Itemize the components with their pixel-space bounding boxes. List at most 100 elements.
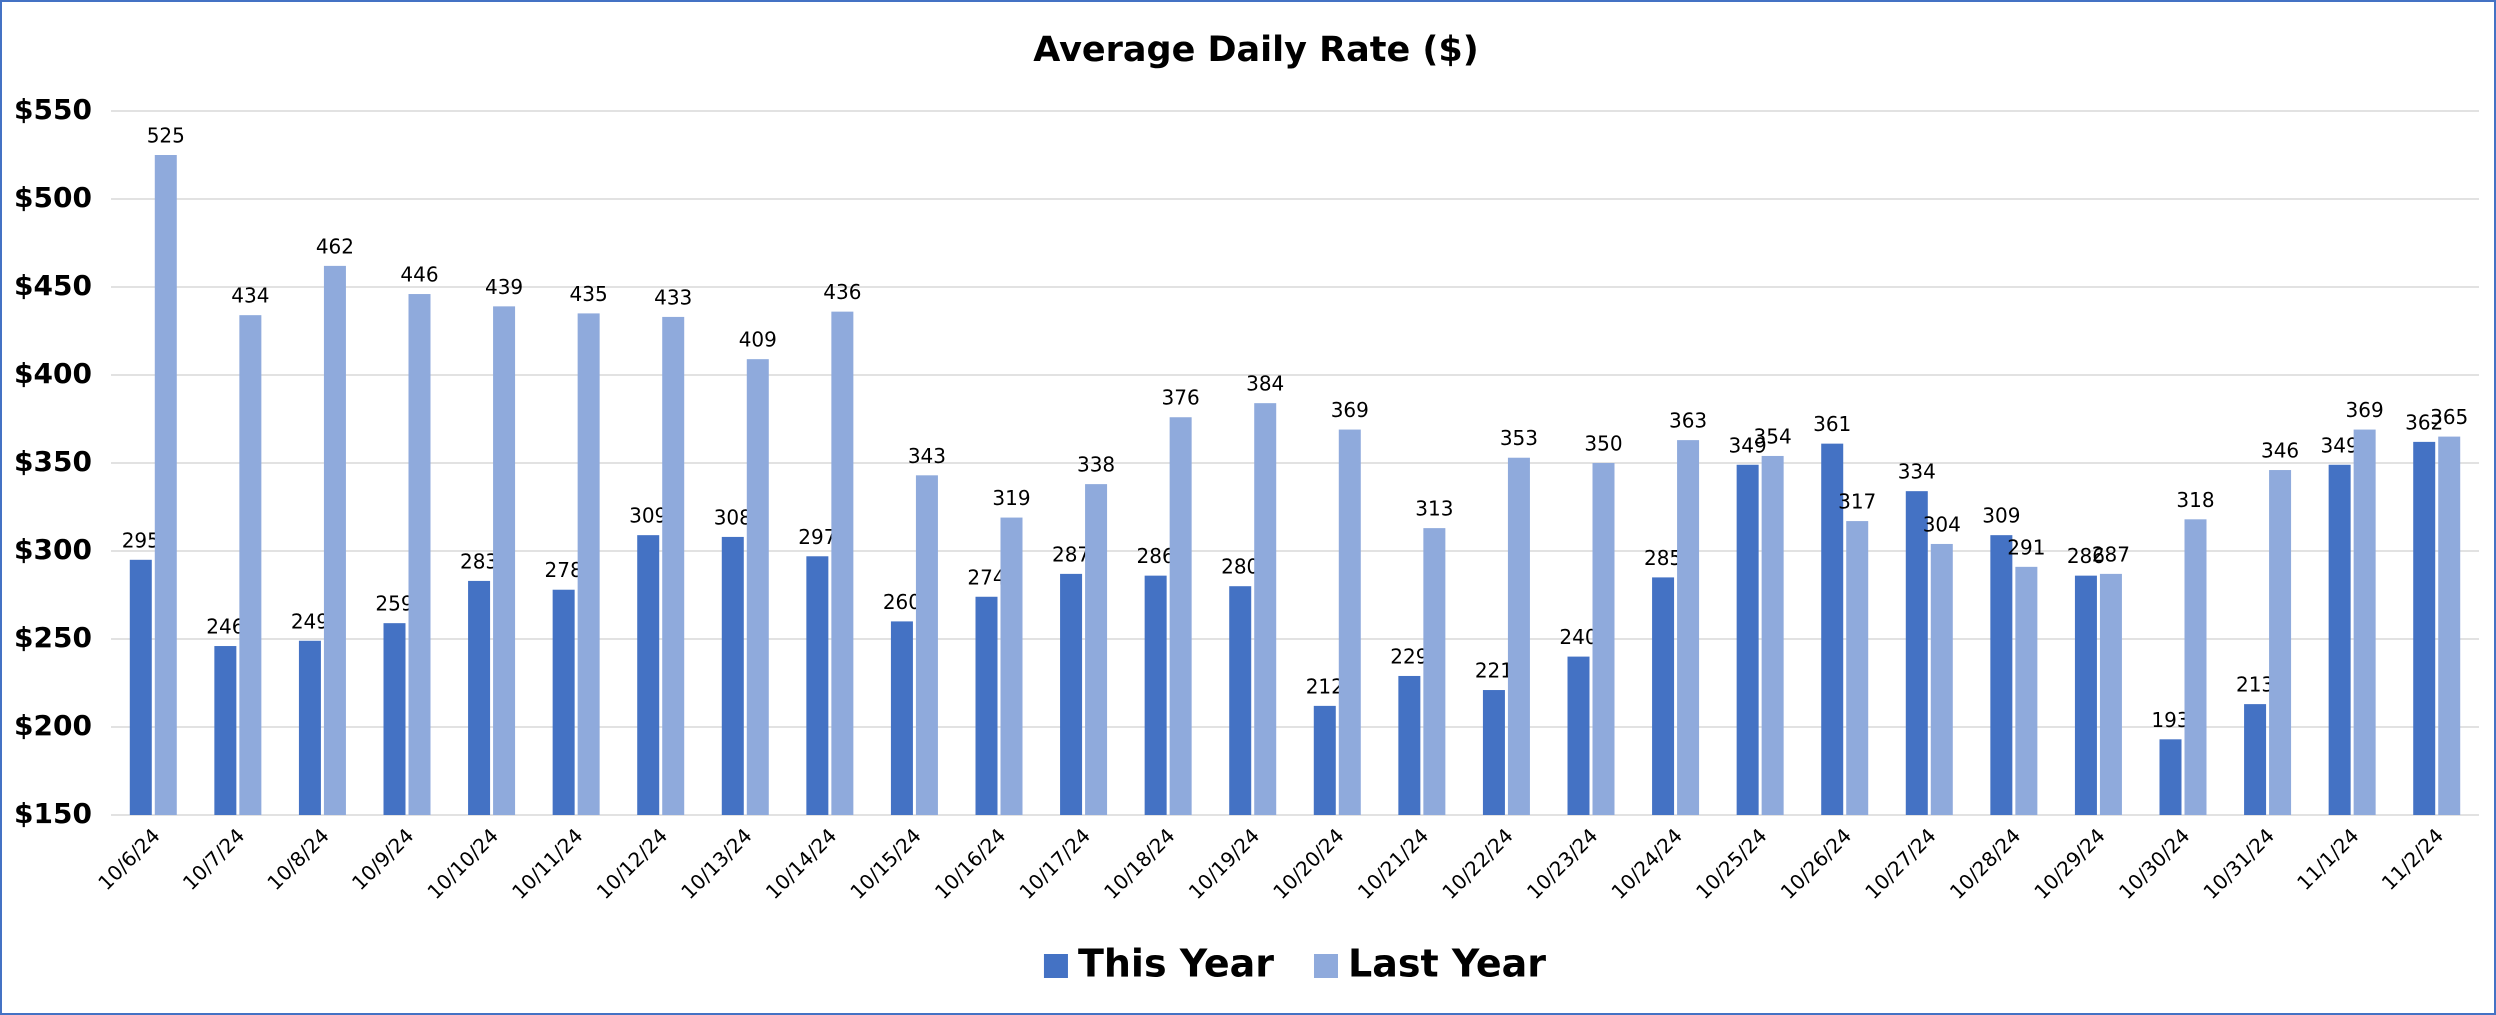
data-label: 317	[1838, 490, 1876, 514]
data-label: 260	[883, 590, 921, 614]
y-tick-label: $550	[14, 93, 92, 126]
data-label: 280	[1221, 555, 1259, 579]
data-label: 283	[460, 549, 498, 573]
y-tick-label: $350	[14, 445, 92, 478]
bar	[1085, 484, 1108, 815]
bar	[2353, 429, 2376, 815]
chart-title: Average Daily Rate ($)	[1033, 30, 1478, 70]
bar	[1846, 521, 1869, 815]
bar	[129, 559, 152, 815]
bar	[214, 646, 237, 815]
data-label: 287	[2092, 542, 2130, 566]
data-label: 363	[1669, 409, 1707, 433]
bar	[806, 556, 829, 815]
data-label: 309	[1982, 504, 2020, 528]
data-label: 318	[2176, 488, 2214, 512]
bar	[239, 315, 262, 815]
bar	[298, 640, 321, 815]
legend-swatch	[1043, 954, 1068, 978]
data-label: 240	[1559, 625, 1597, 649]
bar	[1398, 675, 1421, 815]
bar	[1507, 457, 1530, 815]
data-label: 297	[798, 525, 836, 549]
data-label: 246	[206, 615, 244, 639]
bar	[2159, 739, 2182, 815]
data-label: 304	[1923, 512, 1961, 536]
y-tick-label: $250	[14, 621, 92, 654]
data-label: 462	[316, 234, 354, 258]
bar	[2413, 441, 2436, 815]
bar	[721, 536, 744, 815]
data-label: 334	[1898, 460, 1936, 484]
data-label: 369	[1331, 398, 1369, 422]
bar	[323, 265, 346, 815]
bar	[1423, 528, 1446, 815]
bar	[1254, 403, 1277, 815]
y-tick-label: $300	[14, 533, 92, 566]
bar	[746, 359, 769, 815]
bar	[1736, 464, 1759, 815]
bar	[1338, 429, 1361, 815]
legend-label: This Year	[1078, 942, 1274, 986]
y-tick-label: $400	[14, 357, 92, 390]
legend-swatch	[1313, 954, 1338, 978]
bar	[383, 623, 406, 815]
bar	[1905, 491, 1928, 815]
data-label: 212	[1306, 674, 1344, 698]
data-label: 433	[654, 285, 692, 309]
data-label: 221	[1475, 659, 1513, 683]
data-label: 434	[231, 284, 269, 308]
data-label: 229	[1390, 644, 1428, 668]
data-label: 213	[2236, 673, 2274, 697]
bar	[1592, 463, 1615, 815]
y-tick-label: $500	[14, 181, 92, 214]
bar	[831, 311, 854, 815]
data-label: 409	[739, 328, 777, 352]
bar	[552, 589, 575, 815]
bar	[577, 313, 600, 815]
y-tick-label: $200	[14, 709, 92, 742]
bar	[1930, 543, 1953, 815]
data-label: 343	[908, 444, 946, 468]
bar	[1000, 517, 1023, 815]
legend-label: Last Year	[1348, 942, 1546, 986]
data-label: 193	[2151, 708, 2189, 732]
data-label: 286	[2067, 544, 2105, 568]
data-label: 313	[1415, 497, 1453, 521]
bar	[1652, 577, 1675, 815]
bar	[915, 475, 938, 815]
bar	[1060, 573, 1083, 815]
data-label: 436	[823, 280, 861, 304]
data-label: 319	[992, 486, 1030, 510]
data-label: 286	[1137, 544, 1175, 568]
bar	[1677, 440, 1700, 815]
data-label: 249	[291, 609, 329, 633]
data-label: 384	[1246, 372, 1284, 396]
data-label: 278	[545, 558, 583, 582]
data-label: 365	[2430, 405, 2468, 429]
data-label: 338	[1077, 453, 1115, 477]
data-label: 369	[2346, 398, 2384, 422]
data-label: 350	[1584, 432, 1622, 456]
bar	[2269, 470, 2292, 815]
bar	[2328, 464, 2351, 815]
bar	[2015, 566, 2038, 815]
data-label: 285	[1644, 546, 1682, 570]
data-label: 446	[400, 263, 438, 287]
bar	[1821, 443, 1844, 815]
bar	[468, 580, 491, 815]
data-label: 349	[2321, 433, 2359, 457]
bar	[154, 155, 177, 815]
data-label: 435	[570, 282, 608, 306]
data-label: 346	[2261, 439, 2299, 463]
data-label: 274	[967, 565, 1005, 589]
data-label: 525	[147, 124, 185, 148]
bar	[2099, 573, 2122, 815]
data-label: 362	[2405, 410, 2443, 434]
data-label: 308	[714, 505, 752, 529]
bar	[1169, 417, 1192, 815]
data-label: 259	[375, 592, 413, 616]
bar	[637, 535, 660, 815]
